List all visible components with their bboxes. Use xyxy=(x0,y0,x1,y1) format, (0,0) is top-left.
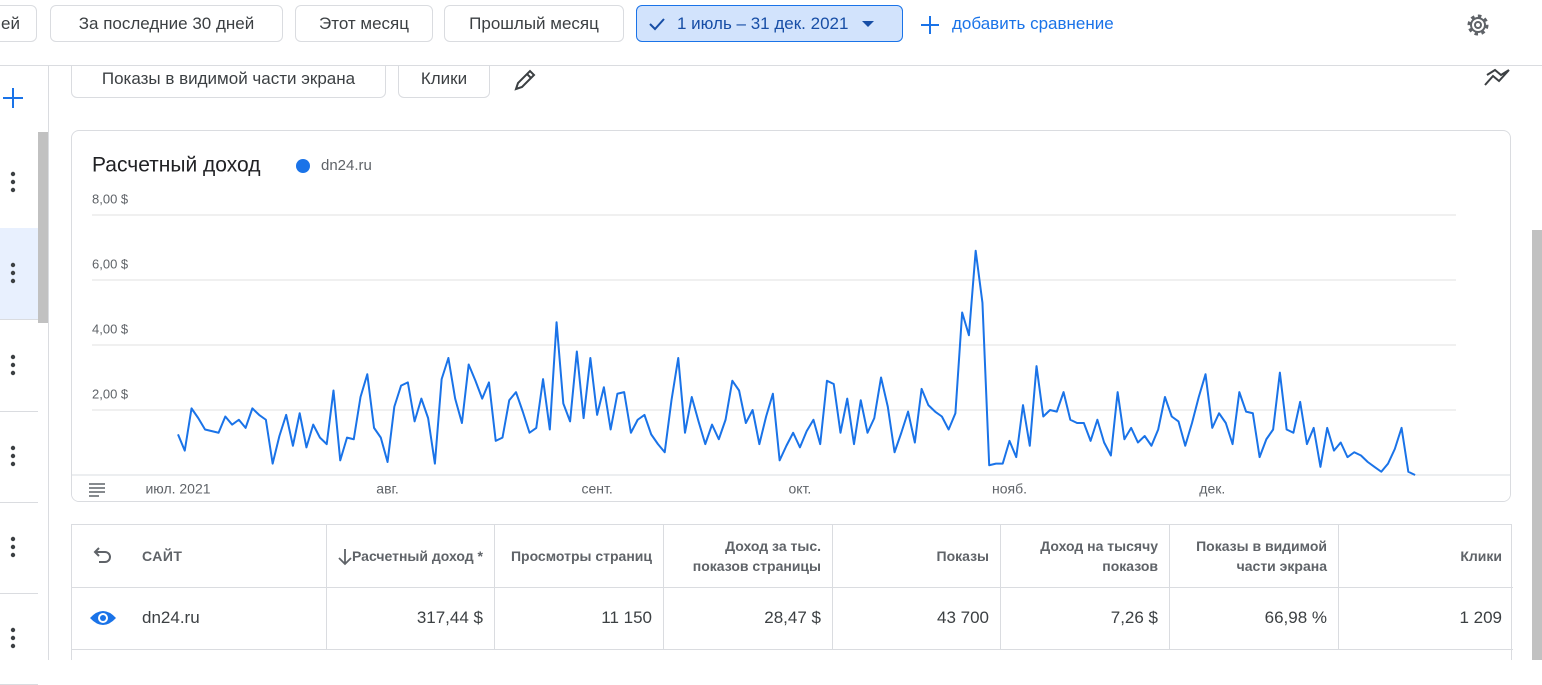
check-icon xyxy=(649,17,665,30)
column-header: Показы xyxy=(936,548,990,564)
x-tick-label: сент. xyxy=(581,481,612,497)
edit-icon[interactable] xyxy=(512,67,538,93)
top-bar: ей За последние 30 дней Этот месяц Прошл… xyxy=(0,0,1542,66)
chart-title: Расчетный доход xyxy=(92,154,260,177)
table-cell: dn24.ru xyxy=(142,608,200,627)
x-tick-label: нояб. xyxy=(992,481,1027,497)
table-cell: 317,44 $ xyxy=(416,608,483,627)
dropdown-icon xyxy=(862,20,875,27)
axis-band xyxy=(72,475,1510,501)
y-tick-label: 6,00 $ xyxy=(92,256,129,271)
x-tick-label: дек. xyxy=(1199,481,1225,497)
column-header: Расчетный доход * xyxy=(352,548,483,564)
sidebar-row[interactable] xyxy=(0,228,38,320)
scrollbar-thumb[interactable] xyxy=(1532,230,1542,660)
add-comparison[interactable]: добавить сравнение xyxy=(952,14,1114,33)
table-cell: 7,26 $ xyxy=(1110,608,1158,627)
metric-chip[interactable]: Показы в видимой части экрана xyxy=(71,60,386,98)
y-tick-label: 2,00 $ xyxy=(92,386,129,401)
metric-chip[interactable]: Клики xyxy=(398,60,490,98)
date-chip[interactable]: Прошлый месяц xyxy=(444,5,624,42)
column-header: Просмотры страниц xyxy=(510,548,652,564)
trend-icon[interactable] xyxy=(1483,68,1511,88)
column-header: Доход на тысячу показов xyxy=(1040,538,1158,574)
table-cell: 43 700 xyxy=(937,608,989,627)
selected-range: 1 июль – 31 дек. 2021 xyxy=(677,13,849,33)
add-icon[interactable] xyxy=(919,14,941,36)
chart-card: Расчетный доход 2,00 $ 4,00 $ 6,00 $ 8,00 $… xyxy=(71,130,1511,502)
add-icon[interactable] xyxy=(2,87,24,109)
sidebar-row[interactable] xyxy=(0,320,38,412)
x-tick-label: июл. 2021 xyxy=(145,481,210,497)
legend-label: dn24.ru xyxy=(321,157,372,174)
sidebar xyxy=(0,65,49,685)
scrollbar-thumb[interactable] xyxy=(38,132,48,323)
settings-icon[interactable] xyxy=(1464,11,1492,39)
series-line xyxy=(177,249,1416,476)
sidebar-row[interactable] xyxy=(0,411,38,503)
sidebar-row[interactable] xyxy=(0,502,38,594)
report-table: САЙТ Расчетный доход * Просмотры страниц До… xyxy=(71,524,1513,660)
selected-range-chip[interactable]: 1 июль – 31 дек. 2021 xyxy=(636,5,903,42)
date-chip[interactable]: Этот месяц xyxy=(295,5,433,42)
y-tick-label: 4,00 $ xyxy=(92,321,129,336)
x-tick-label: окт. xyxy=(789,481,812,497)
undo-icon[interactable] xyxy=(90,543,114,567)
table-cell: 28,47 $ xyxy=(764,608,821,627)
legend-marker xyxy=(296,159,310,173)
date-chip[interactable]: ей xyxy=(0,5,37,42)
table-cell: 66,98 % xyxy=(1264,608,1327,627)
sort-icon[interactable] xyxy=(336,547,354,567)
table-cell: 11 150 xyxy=(601,608,652,627)
chart: Расчетный доход 2,00 $ 4,00 $ 6,00 $ 8,00 $… xyxy=(72,154,1510,501)
menu-icon[interactable] xyxy=(89,483,105,497)
column-header: Показы в видимой части экрана xyxy=(1196,538,1327,574)
column-header: Клики xyxy=(1460,548,1502,564)
column-header: САЙТ xyxy=(142,548,183,564)
row-divider xyxy=(72,649,1513,650)
column-header: Доход за тыс. показов страницы xyxy=(692,538,821,574)
kebab-icons xyxy=(10,171,16,649)
x-tick-label: авг. xyxy=(376,481,399,497)
date-chip[interactable]: За последние 30 дней xyxy=(50,5,283,42)
table-cell: 1 209 xyxy=(1459,608,1502,627)
visibility-icon[interactable] xyxy=(88,607,118,629)
row-divider xyxy=(72,587,1513,588)
y-tick-label: 8,00 $ xyxy=(92,191,129,206)
